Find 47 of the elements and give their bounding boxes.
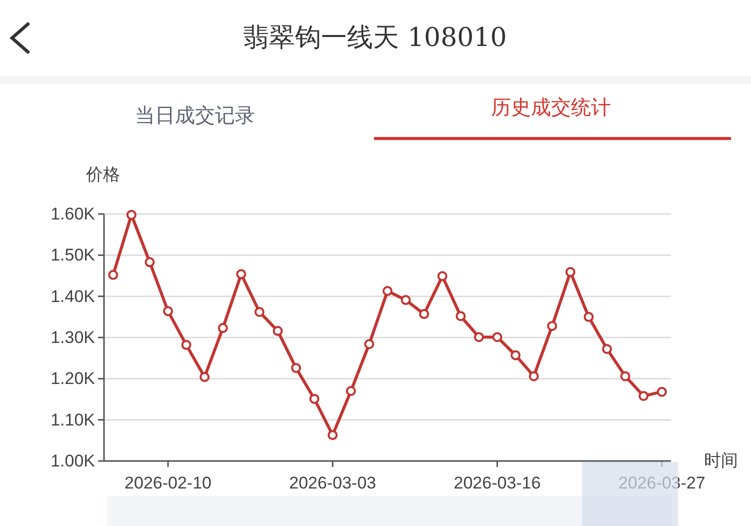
point	[291, 362, 302, 373]
point	[309, 394, 320, 404]
point	[547, 320, 558, 331]
point	[419, 309, 430, 320]
point	[602, 344, 612, 354]
point	[236, 269, 246, 280]
y-tick-label: 1.40K	[50, 286, 96, 306]
point	[456, 311, 466, 322]
point	[656, 386, 667, 397]
point	[163, 306, 174, 316]
text: 历史成交统计	[491, 95, 611, 119]
x-axis-title: 时间	[704, 451, 738, 471]
point	[620, 371, 630, 382]
x-tick-label: 2026-03-03	[289, 474, 376, 493]
point	[638, 390, 649, 401]
point	[528, 371, 539, 382]
point	[364, 339, 374, 350]
point	[437, 271, 448, 282]
point	[474, 332, 484, 342]
point	[565, 267, 576, 278]
point	[272, 326, 283, 336]
point	[492, 332, 502, 342]
y-tick-label: 1.20K	[50, 369, 96, 388]
y-tick-label: 1.00K	[50, 451, 96, 470]
point	[218, 323, 228, 334]
point	[144, 257, 155, 268]
point	[108, 270, 118, 280]
x-tick-label: 2026-03-16	[454, 474, 541, 493]
chart-title: 翡翠钩一线天 108010	[243, 23, 507, 53]
point	[254, 306, 264, 317]
y-tick-label: 1.50K	[50, 246, 96, 265]
point	[200, 372, 210, 382]
point	[382, 286, 392, 296]
point	[584, 312, 594, 322]
x-tick-label: 2026-02-10	[124, 474, 212, 493]
point	[400, 295, 411, 306]
y-axis-title: 价格	[85, 165, 120, 185]
y-tick-label: 1.30K	[50, 328, 96, 347]
text: 当日成交记录	[135, 103, 255, 127]
point	[181, 340, 192, 350]
point	[126, 210, 136, 220]
point	[346, 386, 356, 396]
y-tick-label: 1.10K	[50, 410, 96, 430]
y-tick-label: 1.60K	[50, 204, 96, 224]
x-tick-label: 2026-03-27	[618, 474, 706, 493]
point	[510, 350, 521, 360]
point	[328, 430, 338, 440]
